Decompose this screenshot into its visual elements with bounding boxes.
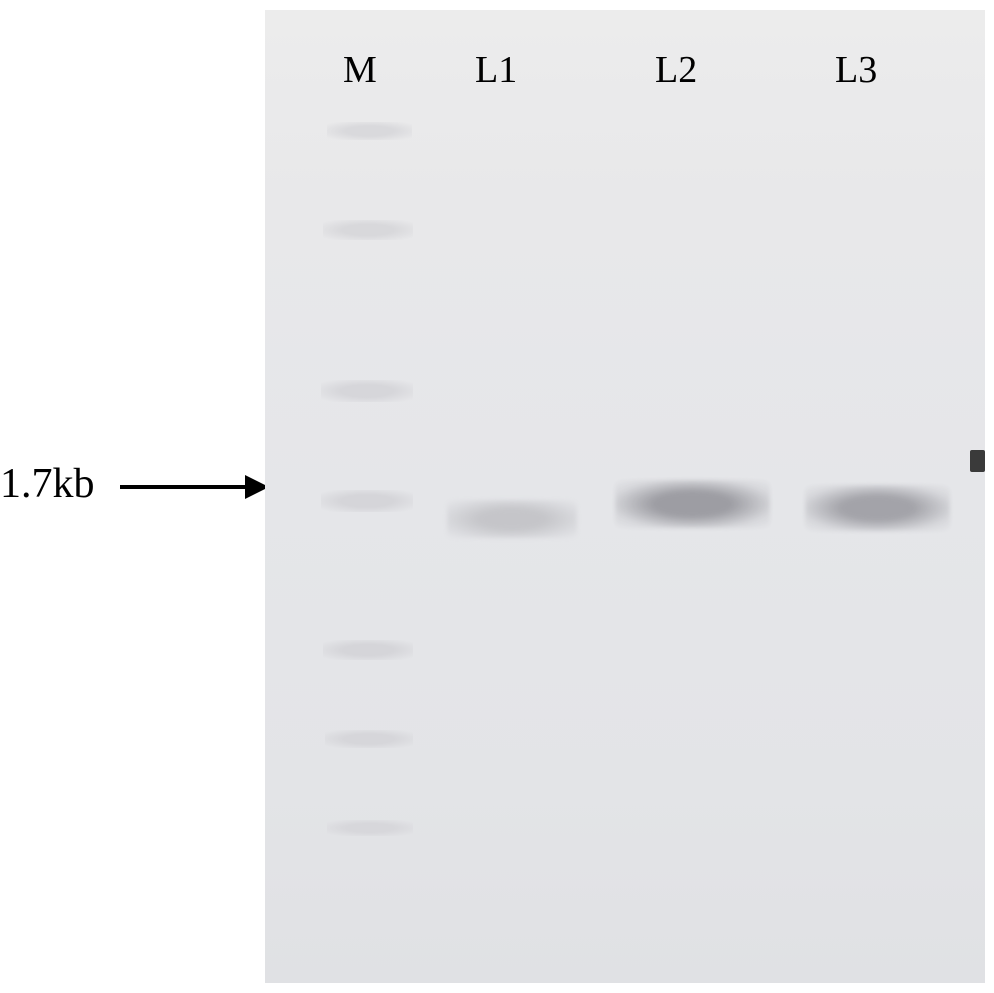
sample-band-l3: [805, 485, 950, 531]
ladder-band: [321, 490, 413, 512]
lane-label-l2: L2: [655, 48, 697, 92]
ladder-band: [321, 380, 413, 402]
lane-label-l1: L1: [475, 48, 517, 92]
ladder-band: [323, 220, 413, 240]
lane-label-l3: L3: [835, 48, 877, 92]
ladder-band: [325, 730, 413, 748]
sample-band-l2: [615, 480, 770, 528]
size-marker-label: 1.7kb: [0, 460, 95, 508]
gel-background: M L1 L2 L3: [265, 10, 985, 983]
gel-artifact: [970, 450, 985, 472]
gel-image: M L1 L2 L3: [265, 10, 985, 983]
lane-label-marker: M: [343, 48, 377, 92]
ladder-band: [323, 640, 413, 660]
arrow-shaft: [120, 485, 250, 489]
sample-band-l1: [447, 500, 577, 538]
ladder-band: [327, 820, 413, 836]
ladder-band: [327, 122, 412, 140]
